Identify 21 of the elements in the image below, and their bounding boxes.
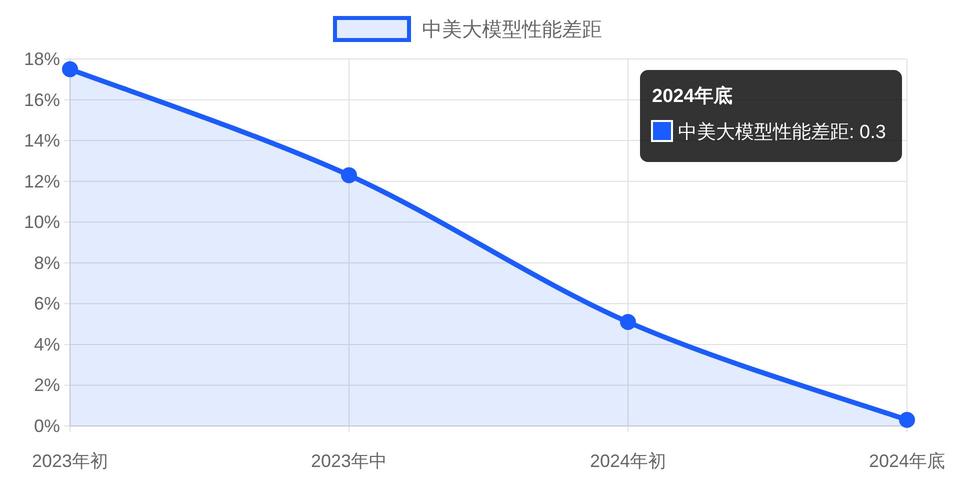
x-tick-label: 2024年初: [590, 451, 666, 471]
x-tick-label: 2023年初: [32, 451, 108, 471]
legend-label: 中美大模型性能差距: [422, 18, 602, 41]
point: [341, 167, 357, 184]
y-tick-label: 18%: [24, 49, 60, 69]
y-tick-label: 16%: [24, 90, 60, 110]
y-tick-label: 8%: [34, 252, 60, 273]
x-tick-label: 2023年中: [310, 451, 388, 471]
annotation: 中美大模型性能差距: 0.3: [678, 121, 886, 143]
y-tick-label: 0%: [34, 416, 60, 436]
y-tick-label: 6%: [34, 294, 60, 314]
y-tick-label: 4%: [34, 334, 60, 354]
y-tick-label: 10%: [24, 212, 60, 232]
point: [620, 314, 636, 330]
point: [899, 412, 915, 428]
x-tick-label: 2024年底: [868, 451, 946, 471]
point: [62, 61, 78, 78]
annotation: 2024年底: [652, 85, 732, 107]
y-tick-label: 14%: [24, 130, 60, 151]
y-tick-label: 2%: [34, 375, 60, 396]
y-tick-label: 12%: [24, 171, 60, 192]
